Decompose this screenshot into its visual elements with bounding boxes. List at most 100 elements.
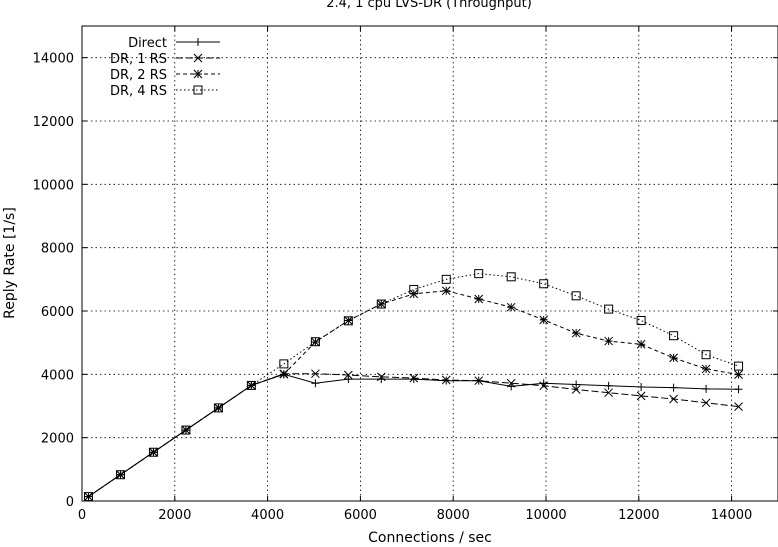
data-point [604,388,613,398]
y-tick-label: 0 [66,495,74,510]
data-point [474,294,484,304]
y-tick-label: 12000 [33,115,74,130]
data-point [571,385,581,394]
data-point [409,284,419,294]
data-point [474,376,484,386]
data-point [343,316,353,326]
grid-lines [82,26,778,501]
plot-frame [81,25,778,502]
data-point [310,337,320,347]
data-point [376,299,386,309]
data-point [148,447,158,457]
x-axis-label: Connections / sec [368,530,492,546]
data-point [669,394,678,404]
data-point [734,385,743,394]
data-point [637,383,646,391]
data-point [279,369,289,379]
series-3 [83,269,744,502]
data-point [701,350,711,360]
y-tick-label: 2000 [41,432,74,447]
data-point [669,353,678,363]
x-tick-label: 8000 [437,508,470,523]
x-tick-label: 12000 [618,508,659,523]
data-point [343,316,353,325]
data-point [376,299,386,309]
legend-item: DR, 1 RS [110,52,220,67]
y-tick-label: 10000 [33,178,74,193]
legend-label: DR, 4 RS [110,84,167,99]
series-line [88,373,739,498]
data-point [441,274,451,284]
legend-label: DR, 2 RS [110,68,167,83]
data-point [311,337,320,347]
data-point [506,272,516,282]
data-point [506,302,516,312]
y-tick-label: 8000 [41,242,74,257]
x-tick-label: 4000 [251,508,284,523]
data-point [149,447,158,457]
data-point [539,315,549,325]
series-1 [84,369,743,501]
legend-item: Direct [128,36,220,51]
series-group [83,269,744,502]
data-point [539,279,549,289]
data-point [311,379,320,388]
series-0 [84,370,743,501]
data-point [571,291,581,301]
axis-ticks: 0 2000 4000 6000 8000 10000 12000 14000 0 2000 400… [33,26,778,523]
legend-label: DR, 1 RS [110,52,167,67]
data-point [701,398,711,408]
chart-title: 2.4, 1 cpu LVS-DR (Throughput) [326,0,532,11]
data-point [669,331,679,341]
data-point [571,328,581,338]
data-point [246,380,256,390]
data-point [213,403,223,413]
y-axis-label: Reply Rate [1/s] [2,207,18,319]
legend-item: DR, 4 RS [110,84,220,99]
data-point [409,375,418,384]
x-tick-label: 0 [78,508,86,523]
x-tick-label: 14000 [711,508,752,523]
legend-item: DR, 2 RS [110,68,220,83]
legend-label: Direct [128,36,167,51]
data-point [193,85,203,95]
data-point [343,370,353,380]
data-point [193,53,203,63]
data-point [702,384,711,393]
data-point [441,286,451,296]
data-point [279,359,289,369]
y-tick-label: 4000 [41,368,74,383]
data-point [734,402,743,411]
data-point [604,304,614,314]
data-point [604,336,613,346]
data-point [344,375,353,384]
data-point [669,383,678,392]
data-point [734,361,744,371]
data-point [116,470,125,480]
data-point [506,378,516,388]
series-line [88,290,739,498]
data-point [194,38,202,46]
x-tick-label: 10000 [525,508,566,523]
data-point [83,492,93,502]
data-point [193,69,203,79]
data-point [636,316,646,325]
data-point [311,369,320,379]
y-tick-label: 14000 [33,52,74,67]
data-point [734,370,743,380]
series-line [88,373,739,498]
data-point [572,380,581,389]
data-point [376,372,386,382]
data-point [636,391,646,401]
data-point [604,381,613,390]
data-point [181,425,191,435]
data-point [409,373,419,383]
x-tick-label: 2000 [158,508,191,523]
data-point [636,339,646,349]
data-point [474,269,484,279]
y-tick-label: 6000 [41,305,74,320]
data-point [441,375,451,385]
data-point [116,470,126,480]
